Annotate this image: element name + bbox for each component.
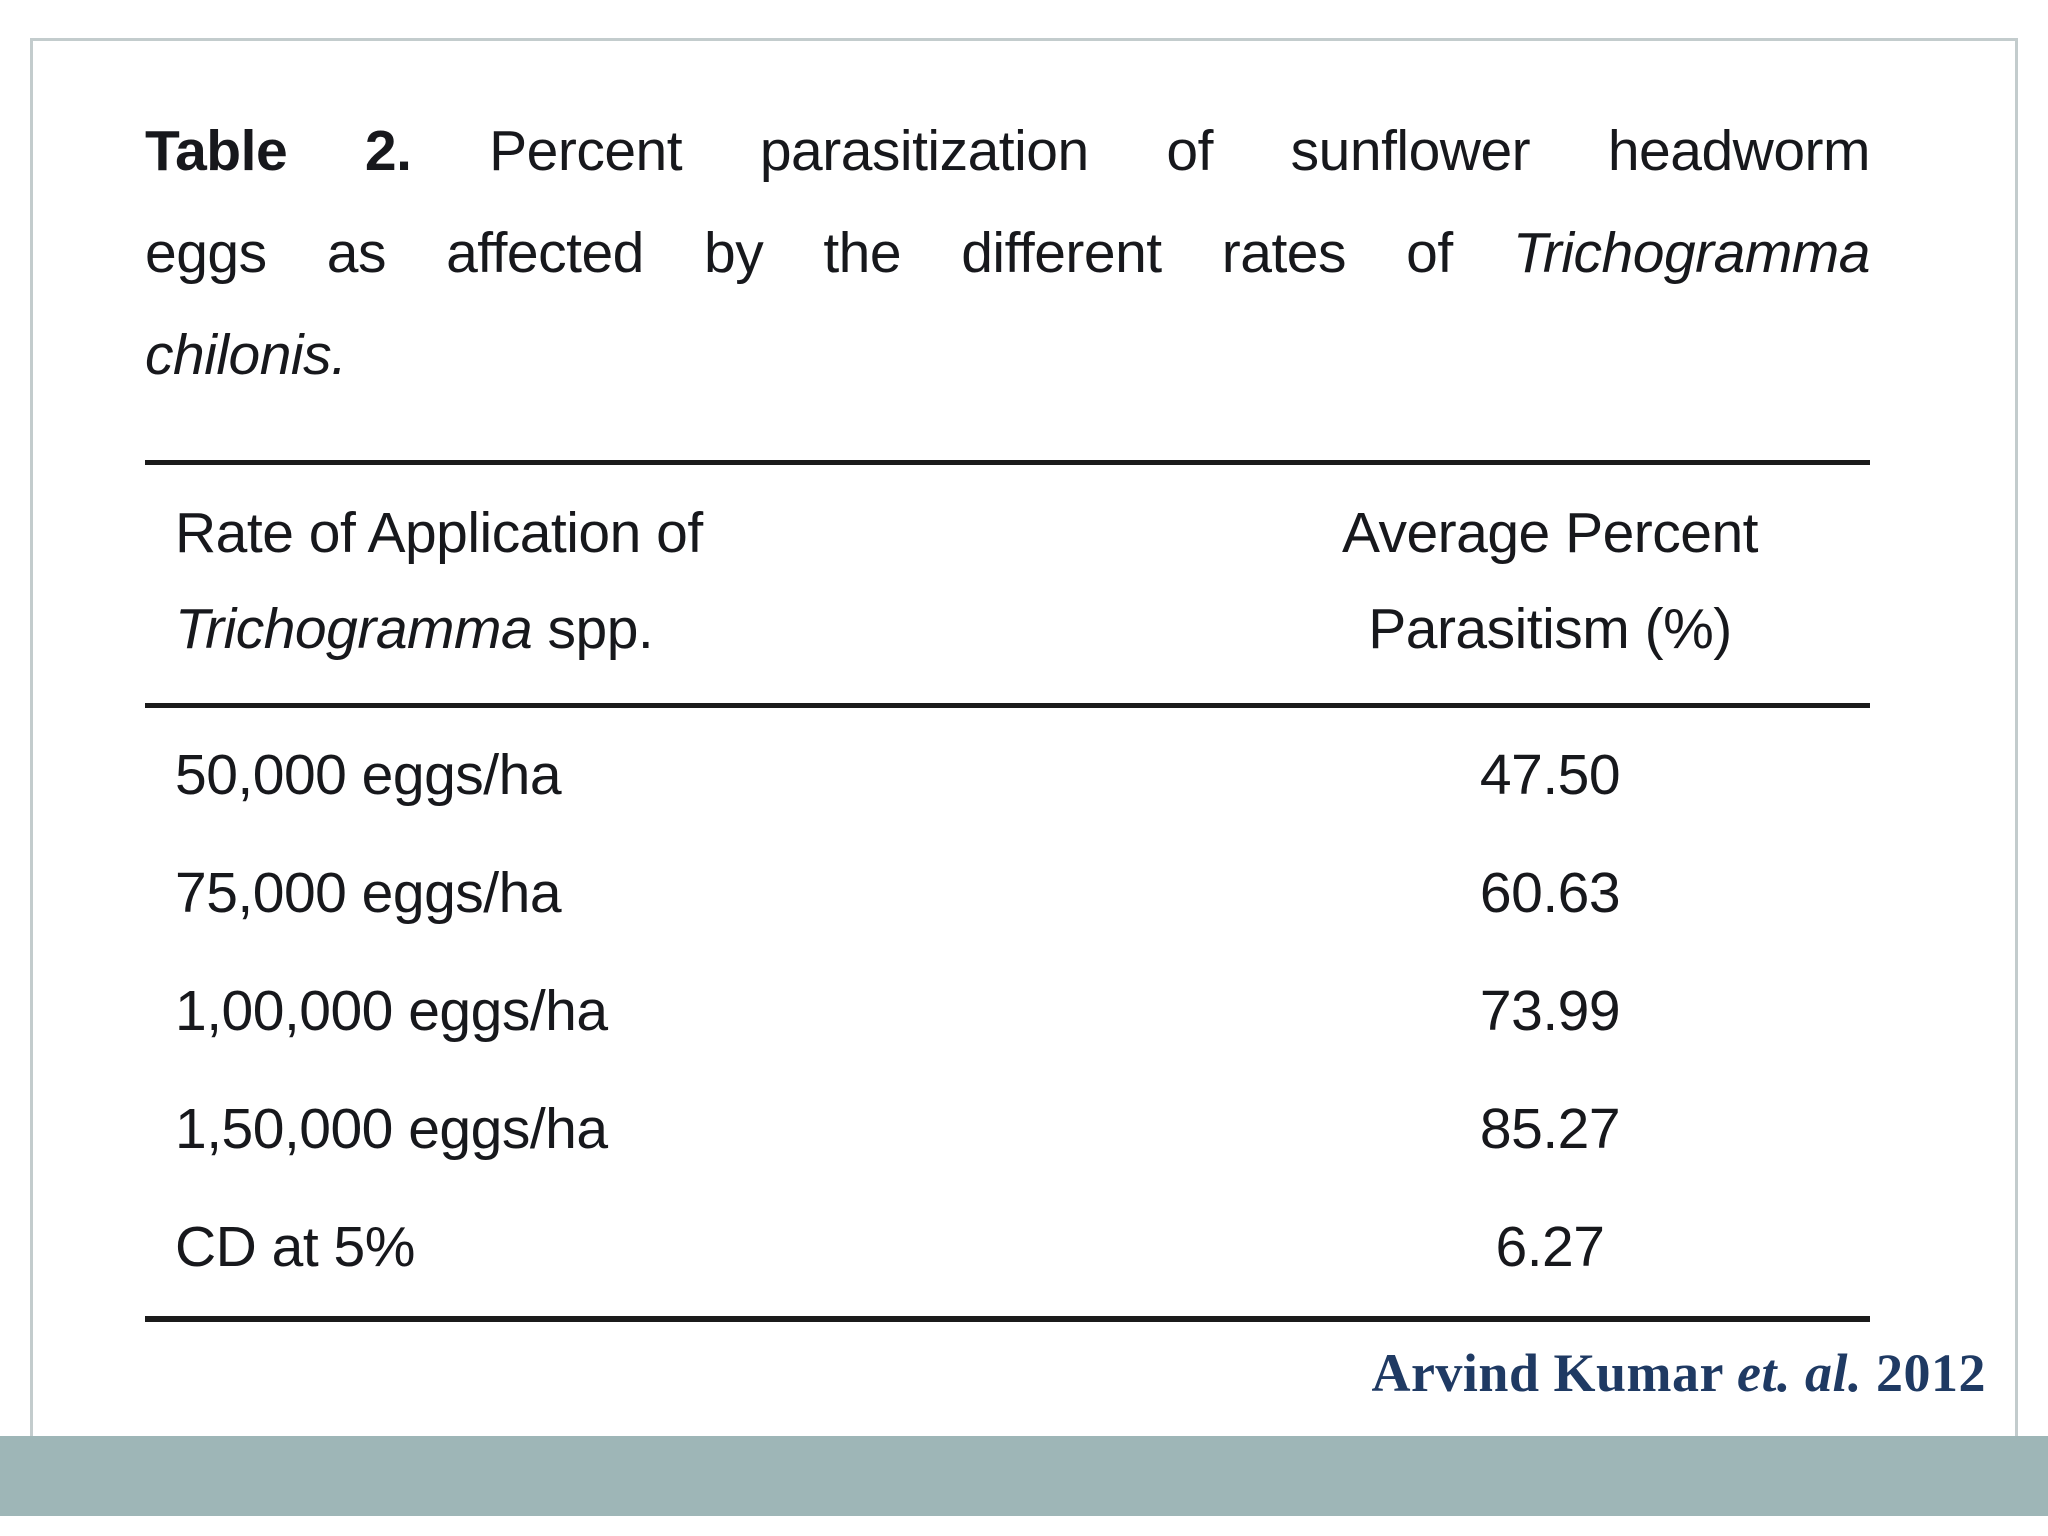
- rate-cell: CD at 5%: [175, 1215, 415, 1279]
- table-row: 75,000 eggs/ha 60.63: [145, 834, 1870, 952]
- rate-cell: 75,000 eggs/ha: [175, 861, 562, 925]
- table-title-line-3: chilonis.: [145, 304, 1870, 406]
- table-title-line2-text: eggs as affected by the different rates …: [145, 221, 1453, 285]
- column-header-rate-genus: Trichogramma: [175, 597, 533, 661]
- value-cell: 6.27: [1495, 1215, 1605, 1279]
- table-title: Table 2. Percent parasitization of sunfl…: [145, 100, 1871, 406]
- table-row: 1,50,000 eggs/ha 85.27: [145, 1070, 1870, 1188]
- table-rule-bottom: [145, 1316, 1870, 1322]
- rate-cell: 1,00,000 eggs/ha: [175, 979, 608, 1043]
- column-header-parasitism-line1: Average Percent: [1341, 501, 1759, 565]
- table-figure: Table 2. Percent parasitization of sunfl…: [145, 100, 1871, 1322]
- column-header-rate-line1: Rate of Application of: [175, 501, 703, 565]
- citation-year: 2012: [1876, 1343, 1986, 1403]
- table-row: CD at 5% 6.27: [145, 1188, 1870, 1306]
- table-title-line1-text: Percent parasitization of sunflower head…: [489, 119, 1870, 183]
- rate-cell: 1,50,000 eggs/ha: [175, 1097, 608, 1161]
- citation: Arvind Kumar et. al. 2012: [1371, 1342, 1986, 1404]
- table-rule-header: [145, 703, 1870, 708]
- table-title-line-1: Table 2. Percent parasitization of sunfl…: [145, 100, 1870, 202]
- value-cell: 60.63: [1479, 861, 1621, 925]
- slide-frame-border: [30, 38, 2018, 1514]
- table-title-line-2: eggs as affected by the different rates …: [145, 202, 1871, 304]
- citation-etal: et. al.: [1737, 1343, 1862, 1403]
- value-cell: 73.99: [1479, 979, 1621, 1043]
- table-title-line2-species: Trichogramma: [1512, 221, 1871, 285]
- value-cell: 47.50: [1479, 743, 1621, 807]
- table-rule-top: [145, 460, 1870, 465]
- column-header-rate: Rate of Application of Trichogramma spp.: [145, 485, 1230, 677]
- column-header-rate-spp: spp.: [547, 597, 654, 661]
- rate-cell: 50,000 eggs/ha: [175, 743, 562, 807]
- table-header-row: Rate of Application of Trichogramma spp.…: [145, 465, 1870, 703]
- table-title-line3-species: chilonis.: [145, 323, 347, 387]
- value-cell: 85.27: [1479, 1097, 1621, 1161]
- footer-bar: [0, 1436, 2048, 1516]
- table-row: 1,00,000 eggs/ha 73.99: [145, 952, 1870, 1070]
- column-header-parasitism-line2: Parasitism (%): [1368, 597, 1732, 661]
- citation-author: Arvind Kumar: [1371, 1343, 1724, 1403]
- column-header-rate-line2: Trichogramma spp.: [175, 581, 1230, 677]
- table-body: 50,000 eggs/ha 47.50 75,000 eggs/ha 60.6…: [145, 708, 1870, 1316]
- table-row: 50,000 eggs/ha 47.50: [145, 716, 1870, 834]
- table-title-label: Table 2.: [145, 119, 412, 183]
- column-header-parasitism: Average Percent Parasitism (%): [1230, 485, 1870, 677]
